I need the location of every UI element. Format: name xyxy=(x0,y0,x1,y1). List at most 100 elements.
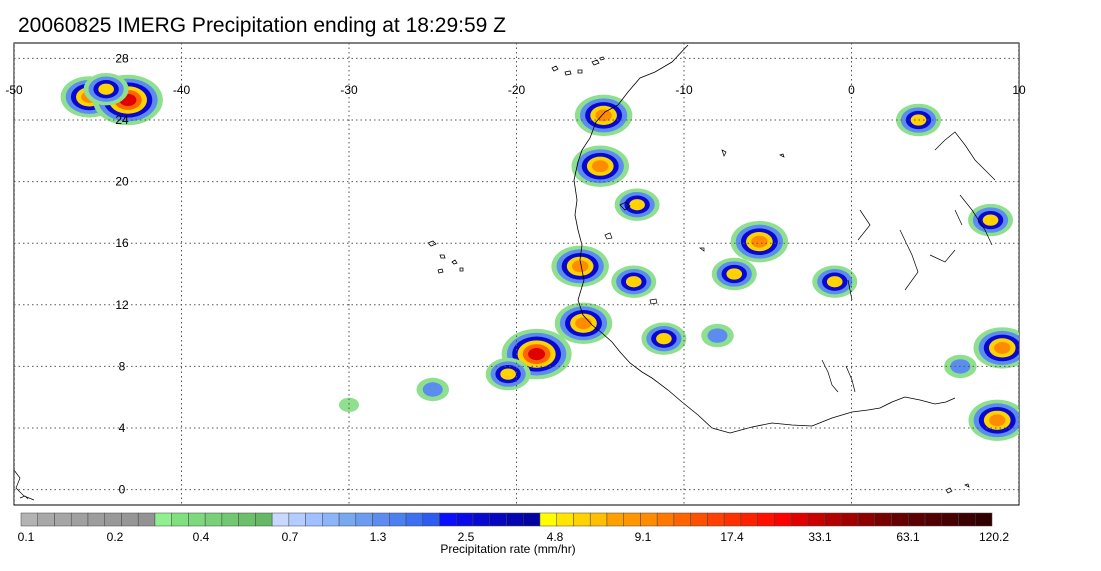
colorbar-swatch xyxy=(723,512,742,527)
lon-label: 0 xyxy=(848,83,855,97)
colorbar-tick-label: 1.3 xyxy=(369,530,387,544)
colorbar-swatch xyxy=(606,512,624,527)
colorbar-tick-label: 0.2 xyxy=(106,530,124,544)
colorbar-swatch xyxy=(204,512,223,527)
colorbar-swatch xyxy=(841,512,859,527)
colorbar-swatch xyxy=(774,512,792,527)
colorbar-swatch xyxy=(322,512,340,527)
colorbar-tick-label: 9.1 xyxy=(634,530,652,544)
lon-label: -30 xyxy=(340,83,358,97)
precip-cell xyxy=(485,357,531,391)
lat-label: 16 xyxy=(115,236,129,250)
lat-label: 20 xyxy=(115,175,129,189)
precip-cell xyxy=(641,322,687,355)
colorbar-swatch xyxy=(908,512,926,527)
lat-label: 28 xyxy=(115,51,129,65)
colorbar xyxy=(20,512,993,527)
colorbar-swatch xyxy=(707,512,725,527)
colorbar-swatch xyxy=(137,512,156,527)
lat-label: 12 xyxy=(115,298,129,312)
colorbar-tick-label: 63.1 xyxy=(896,530,920,544)
colorbar-swatch xyxy=(522,512,541,527)
lon-label: 10 xyxy=(1012,83,1026,97)
colorbar-swatch xyxy=(958,512,976,527)
precip-cell xyxy=(574,94,633,137)
colorbar-tick-label: 120.2 xyxy=(978,530,1010,544)
precip-cell xyxy=(614,188,660,221)
colorbar-title: Precipitation rate (mm/hr) xyxy=(440,542,576,556)
colorbar-swatch xyxy=(506,512,524,527)
colorbar-swatch xyxy=(623,512,641,527)
colorbar-tick-label: 0.1 xyxy=(17,530,35,544)
precipitation-layer xyxy=(60,73,1019,441)
precip-cell xyxy=(83,73,129,106)
lon-label: -50 xyxy=(5,83,23,97)
lat-label: 0 xyxy=(119,483,126,497)
colorbar-swatch xyxy=(589,512,608,527)
colorbar-swatch xyxy=(573,512,591,527)
colorbar-tick-label: 0.4 xyxy=(192,530,210,544)
colorbar-swatch xyxy=(857,512,876,527)
precip-cell xyxy=(416,377,449,402)
colorbar-swatch xyxy=(941,512,959,527)
colorbar-swatch xyxy=(640,512,658,527)
colorbar-tick-label: 33.1 xyxy=(808,530,832,544)
colorbar-swatch xyxy=(439,512,457,527)
colorbar-swatch xyxy=(154,512,172,527)
precip-cell xyxy=(339,397,359,413)
colorbar-swatch xyxy=(891,512,909,527)
colorbar-swatch xyxy=(121,512,139,527)
colorbar-swatch xyxy=(87,512,105,527)
colorbar-swatch xyxy=(372,512,390,527)
precip-cell xyxy=(611,265,657,298)
colorbar-swatch xyxy=(70,512,89,527)
colorbar-swatch xyxy=(824,512,842,527)
colorbar-swatch xyxy=(556,512,574,527)
colorbar-swatch xyxy=(355,512,373,527)
precip-cell xyxy=(571,145,629,187)
colorbar-tick-label: 0.7 xyxy=(281,530,299,544)
colorbar-swatch xyxy=(656,512,675,527)
precip-cell xyxy=(812,265,858,298)
colorbar-swatch xyxy=(188,512,206,527)
colorbar-swatch xyxy=(489,512,507,527)
map-title: 20060825 IMERG Precipitation ending at 1… xyxy=(18,14,506,37)
lon-label: -20 xyxy=(508,83,526,97)
precip-cell xyxy=(551,245,609,287)
colorbar-tick-label: 2.5 xyxy=(457,530,475,544)
colorbar-swatch xyxy=(740,512,758,527)
graticule xyxy=(14,43,1019,505)
colorbar-tick-label: 4.8 xyxy=(546,530,564,544)
colorbar-tick-label: 17.4 xyxy=(720,530,744,544)
colorbar-swatch xyxy=(221,512,239,527)
precip-cell xyxy=(701,323,734,348)
colorbar-swatch xyxy=(422,512,440,527)
precip-cell xyxy=(730,220,789,263)
colorbar-swatch xyxy=(924,512,943,527)
precip-cell xyxy=(973,327,1019,369)
colorbar-swatch xyxy=(472,512,491,527)
lat-label: 24 xyxy=(115,113,129,127)
colorbar-swatch xyxy=(405,512,424,527)
colorbar-swatch xyxy=(271,512,290,527)
colorbar-swatch xyxy=(539,512,557,527)
colorbar-swatch xyxy=(757,512,775,527)
lat-label: 8 xyxy=(119,359,126,373)
colorbar-swatch xyxy=(288,512,306,527)
colorbar-swatch xyxy=(238,512,256,527)
colorbar-swatch xyxy=(690,512,708,527)
colorbar-swatch xyxy=(456,512,474,527)
colorbar-swatch xyxy=(790,512,809,527)
colorbar-swatch xyxy=(807,512,825,527)
precip-cell xyxy=(711,257,757,291)
precip-cell xyxy=(554,302,613,344)
colorbar-swatch xyxy=(338,512,357,527)
lat-label: 4 xyxy=(119,421,126,435)
colorbar-swatch xyxy=(305,512,323,527)
colorbar-swatch xyxy=(20,512,38,527)
colorbar-swatch xyxy=(874,512,892,527)
lon-label: -40 xyxy=(173,83,191,97)
precip-cell xyxy=(968,203,1014,237)
lon-label: -10 xyxy=(675,83,693,97)
